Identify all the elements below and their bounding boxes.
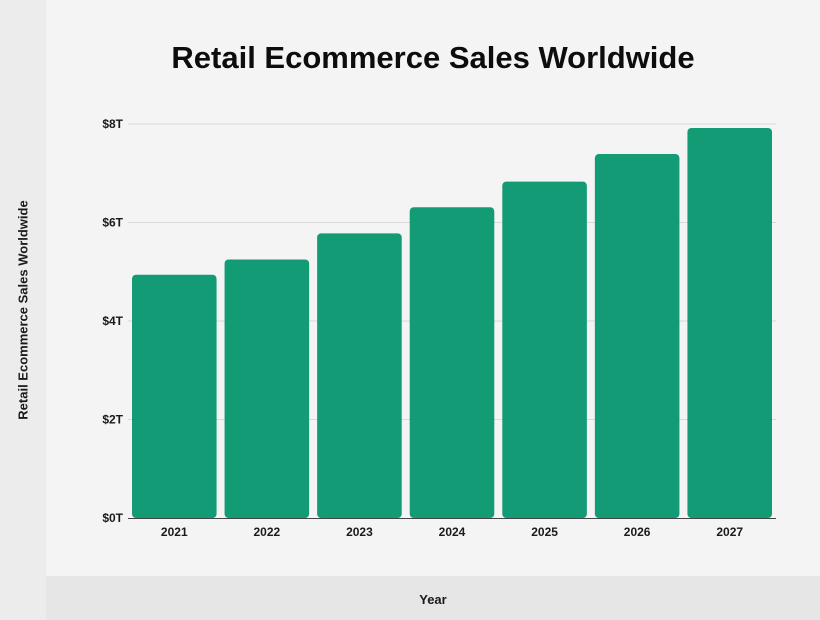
bar: [594, 154, 680, 519]
x-tick-label: 2026: [624, 525, 651, 539]
y-tick-label: $2T: [102, 413, 123, 427]
bar: [224, 259, 310, 518]
bar: [132, 274, 217, 518]
x-tick-label: 2027: [716, 525, 743, 539]
y-axis-label-band: [0, 0, 46, 620]
bar: [409, 207, 495, 519]
y-tick-labels: $0T $2T $4T $6T $8T: [102, 117, 123, 525]
x-axis-label: Year: [419, 592, 447, 607]
x-tick-label: 2025: [531, 525, 558, 539]
x-tick-labels: 2021 2022 2023 2024 2025 2026 2027: [161, 525, 743, 539]
y-tick-label: $6T: [102, 216, 123, 230]
y-tick-label: $4T: [102, 314, 123, 328]
y-tick-label: $8T: [102, 117, 123, 131]
bars: [132, 127, 772, 519]
x-tick-label: 2022: [254, 525, 281, 539]
x-axis-label-band: [46, 576, 820, 620]
bar: [317, 233, 402, 518]
y-tick-label: $0T: [102, 511, 123, 525]
x-tick-label: 2024: [439, 525, 466, 539]
chart-title: Retail Ecommerce Sales Worldwide: [171, 40, 695, 75]
x-tick-label: 2023: [346, 525, 373, 539]
bar: [687, 127, 772, 518]
bar: [502, 181, 587, 518]
x-tick-label: 2021: [161, 525, 188, 539]
